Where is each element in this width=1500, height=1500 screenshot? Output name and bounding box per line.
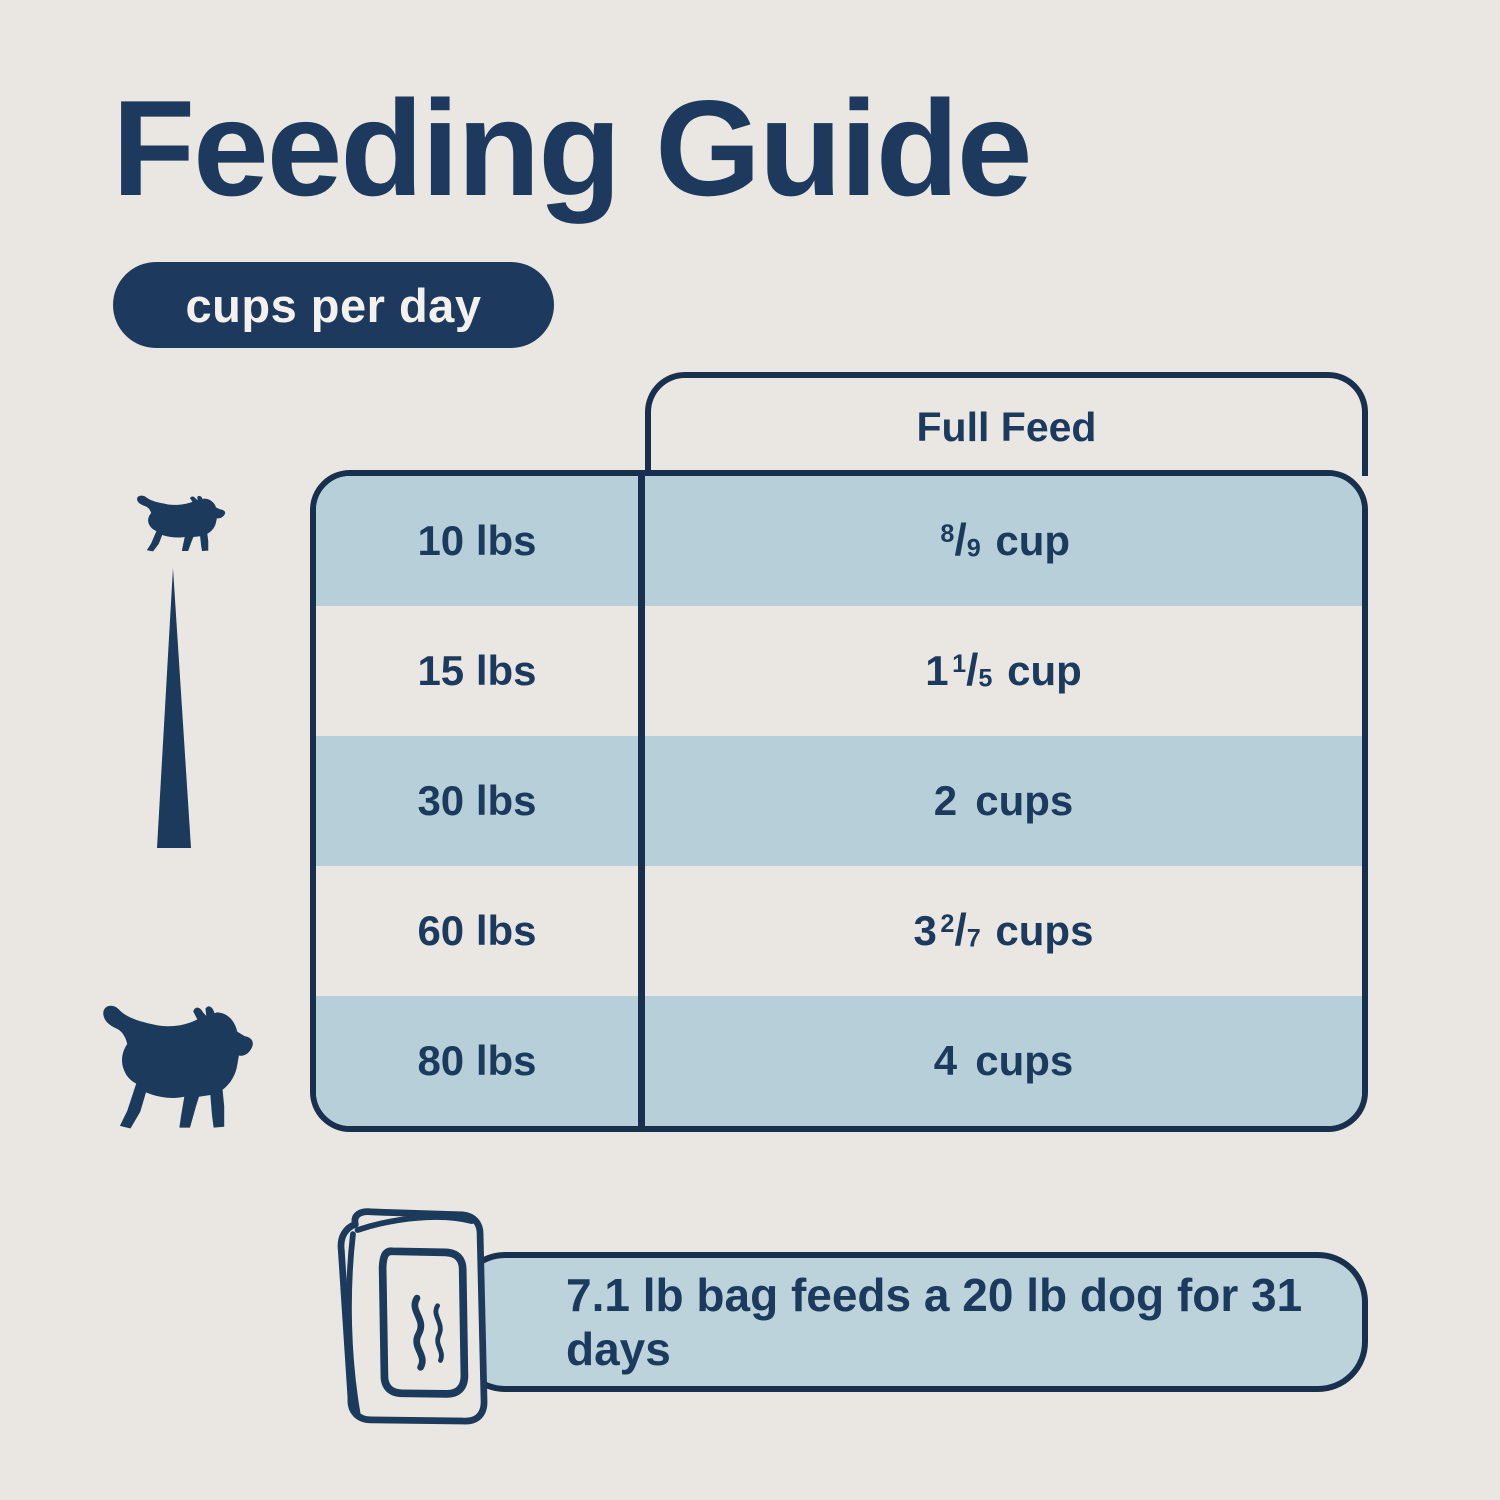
column-header-label: Full Feed: [916, 403, 1097, 450]
weight-label: 30 lbs: [417, 777, 537, 824]
weight-cell: 60 lbs: [316, 866, 645, 996]
table-row: 15 lbs 1 1/5 cup: [316, 606, 1362, 736]
size-scale-triangle: [157, 568, 191, 848]
bag-info-text: 7.1 lb bag feeds a 20 lb dog for 31 days: [566, 1269, 1303, 1375]
amount-label: 1 1/5 cup: [925, 646, 1082, 695]
table-row: 60 lbs 3 2/7 cups: [316, 866, 1362, 996]
amount-cell: 4 cups: [645, 996, 1362, 1126]
amount-cell: 3 2/7 cups: [645, 866, 1362, 996]
table-row: 30 lbs 2 cups: [316, 736, 1362, 866]
weight-cell: 30 lbs: [316, 736, 645, 866]
amount-label: 3 2/7 cups: [913, 906, 1094, 955]
amount-label: 2 cups: [933, 777, 1074, 824]
weight-cell: 15 lbs: [316, 606, 645, 736]
feeding-table: 10 lbs 8/9 cup 15 lbs 1 1/5 cup 30 lbs 2 cup…: [310, 470, 1368, 1132]
small-dog-icon: [137, 495, 226, 552]
weight-label: 60 lbs: [417, 907, 537, 954]
page-title: Feeding Guide: [112, 72, 1033, 224]
cups-per-day-badge: cups per day: [113, 262, 554, 348]
large-dog-icon: [103, 1005, 253, 1129]
table-row: 80 lbs 4 cups: [316, 996, 1362, 1126]
bag-info-banner: 7.1 lb bag feeds a 20 lb dog for 31 days: [455, 1252, 1368, 1392]
badge-label: cups per day: [185, 278, 482, 332]
table-row: 10 lbs 8/9 cup: [316, 476, 1362, 606]
amount-cell: 8/9 cup: [645, 476, 1362, 606]
full-feed-column-header: Full Feed: [645, 372, 1368, 476]
amount-cell: 1 1/5 cup: [645, 606, 1362, 736]
weight-cell: 10 lbs: [316, 476, 645, 606]
weight-label: 15 lbs: [417, 647, 537, 694]
dog-food-bag-icon: [337, 1208, 488, 1425]
steam-icon: [411, 1294, 444, 1371]
amount-label: 4 cups: [933, 1037, 1074, 1084]
weight-label: 10 lbs: [417, 517, 537, 564]
weight-label: 80 lbs: [417, 1037, 537, 1084]
amount-cell: 2 cups: [645, 736, 1362, 866]
weight-cell: 80 lbs: [316, 996, 645, 1126]
amount-label: 8/9 cup: [940, 516, 1071, 565]
